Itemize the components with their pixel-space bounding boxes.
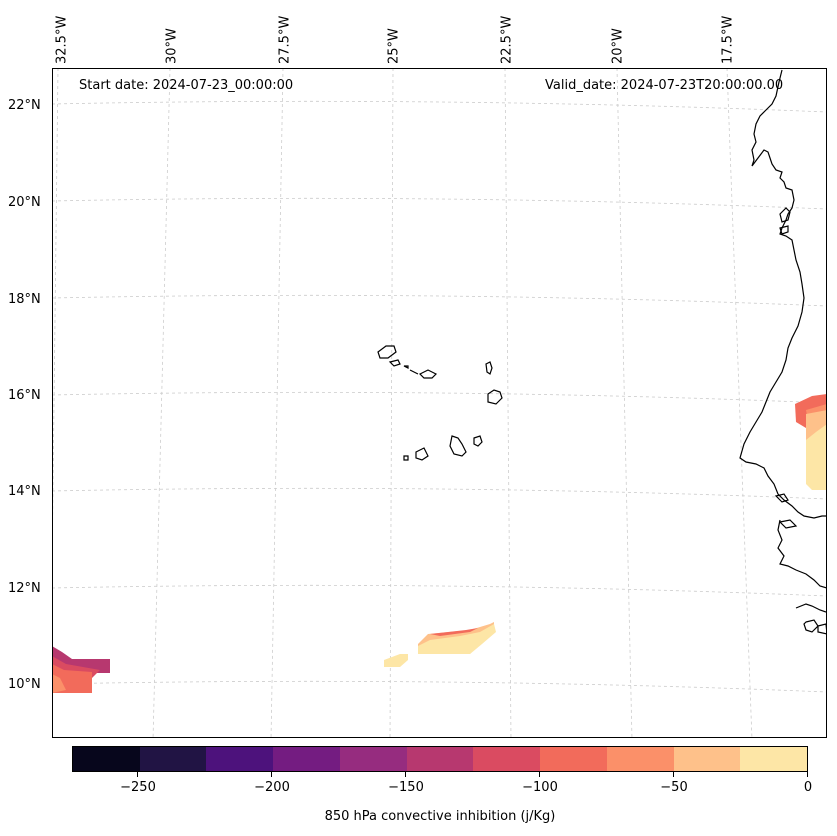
lon-label-25w: 25°W xyxy=(386,28,402,64)
island-fogo xyxy=(415,447,429,461)
lon-label-22-5w: 22.5°W xyxy=(499,15,515,64)
contour-fill-light xyxy=(384,654,408,667)
colorbar-tick xyxy=(807,772,808,777)
island-sao-vicente xyxy=(388,359,401,367)
colorbar-segment xyxy=(606,747,674,771)
colorbar-segment xyxy=(673,747,741,771)
parallel-10n xyxy=(53,680,826,693)
colorbar-title: 850 hPa convective inhibition (j/Kg) xyxy=(324,809,556,824)
map-frame xyxy=(52,68,827,738)
colorbar-tick xyxy=(539,772,540,777)
cin-contour-central xyxy=(384,622,496,667)
lon-label-30w: 30°W xyxy=(164,28,180,64)
meridian-17-5w xyxy=(726,69,753,737)
africa-coastline xyxy=(739,69,826,519)
parallel-18n xyxy=(53,294,826,307)
contour-fill-coral xyxy=(430,628,478,636)
parallel-14n xyxy=(53,487,826,500)
colorbar-segment xyxy=(473,747,541,771)
parallel-12n xyxy=(53,584,826,597)
lat-label-10n: 10°N xyxy=(8,677,41,692)
cin-contour-southwest xyxy=(53,646,110,693)
lon-label-27-5w: 27.5°W xyxy=(277,15,293,64)
coastal-islands xyxy=(774,493,826,635)
island-santa-luzia xyxy=(403,365,409,369)
colorbar-segment xyxy=(273,747,340,771)
colorbar-tick xyxy=(137,772,138,777)
island-sal xyxy=(485,361,493,375)
meridian-27-5w xyxy=(270,69,284,737)
parallel-gridlines xyxy=(53,100,826,693)
colorbar-segment xyxy=(740,747,808,771)
colorbar-segment xyxy=(406,747,474,771)
colorbar-segment xyxy=(339,747,407,771)
lon-label-17-5w: 17.5°W xyxy=(720,15,736,64)
colorbar-tick xyxy=(405,772,406,777)
start-date-text: Start date: 2024-07-23_00:00:00 xyxy=(79,78,294,93)
lat-label-12n: 12°N xyxy=(8,581,41,596)
island-brava xyxy=(403,455,409,461)
colorbar-tick xyxy=(271,772,272,777)
colorbar-tick-label: −250 xyxy=(120,780,156,795)
guinea-coastline xyxy=(777,519,826,589)
island-santiago xyxy=(449,435,467,457)
lon-label-20w: 20°W xyxy=(610,28,626,64)
colorbar-tick-label: −100 xyxy=(522,780,558,795)
colorbar-tick-label: 0 xyxy=(803,780,813,795)
colorbar-tick xyxy=(673,772,674,777)
island-boa-vista xyxy=(487,389,503,405)
meridian-32-5w xyxy=(53,69,59,522)
colorbar-segment xyxy=(206,747,274,771)
lon-label-32-5w: 32.5°W xyxy=(54,15,70,64)
meridian-30w xyxy=(152,69,171,737)
parallel-16n xyxy=(53,391,826,404)
parallel-22n xyxy=(53,100,826,113)
lat-label-22n: 22°N xyxy=(8,98,41,113)
lat-label-20n: 20°N xyxy=(8,195,41,210)
contour-fill-light xyxy=(806,424,826,490)
colorbar xyxy=(72,746,808,772)
contour-fill-light xyxy=(418,624,496,654)
western-sahara-inlet xyxy=(779,207,791,235)
lat-label-16n: 16°N xyxy=(8,388,41,403)
colorbar-segment xyxy=(540,747,607,771)
lat-label-14n: 14°N xyxy=(8,484,41,499)
cape-verde-islands xyxy=(377,345,503,461)
meridian-22-5w xyxy=(504,69,512,737)
colorbar-tick-label: −50 xyxy=(660,780,688,795)
contour-fill-salmon xyxy=(53,674,66,693)
valid-date-text: Valid_date: 2024-07-23T20:00:00.00 xyxy=(545,78,784,93)
island-sao-nicolau xyxy=(409,369,438,379)
meridian-25w xyxy=(389,69,394,737)
colorbar-tick-label: −200 xyxy=(254,780,290,795)
island-maio xyxy=(473,435,483,447)
cin-contour-east xyxy=(795,394,826,490)
meridian-gridlines xyxy=(53,69,753,737)
colorbar-segment xyxy=(139,747,207,771)
meridian-20w xyxy=(616,69,633,737)
parallel-20n xyxy=(53,197,826,210)
colorbar-segment xyxy=(73,747,140,771)
island-santo-antao xyxy=(377,345,397,359)
colorbar-tick-label: −150 xyxy=(388,780,424,795)
lat-label-18n: 18°N xyxy=(8,292,41,307)
